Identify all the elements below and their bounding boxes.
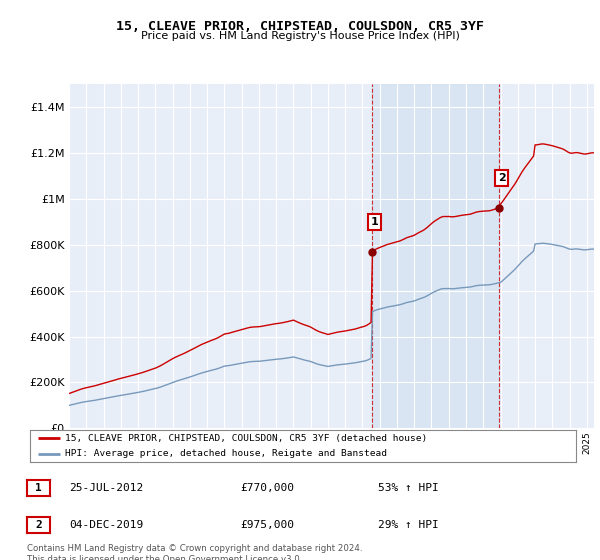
Text: 1: 1 bbox=[35, 483, 42, 493]
Text: 1: 1 bbox=[371, 217, 379, 227]
Bar bbox=[372, 84, 499, 428]
Text: £975,000: £975,000 bbox=[240, 520, 294, 530]
Text: Price paid vs. HM Land Registry's House Price Index (HPI): Price paid vs. HM Land Registry's House … bbox=[140, 31, 460, 41]
Text: 15, CLEAVE PRIOR, CHIPSTEAD, COULSDON, CR5 3YF (detached house): 15, CLEAVE PRIOR, CHIPSTEAD, COULSDON, C… bbox=[65, 434, 428, 443]
Text: 2: 2 bbox=[498, 173, 506, 183]
Text: 04-DEC-2019: 04-DEC-2019 bbox=[69, 520, 143, 530]
Text: 53% ↑ HPI: 53% ↑ HPI bbox=[378, 483, 439, 493]
Text: 25-JUL-2012: 25-JUL-2012 bbox=[69, 483, 143, 493]
Text: 2: 2 bbox=[35, 520, 42, 530]
Text: Contains HM Land Registry data © Crown copyright and database right 2024.
This d: Contains HM Land Registry data © Crown c… bbox=[27, 544, 362, 560]
Text: HPI: Average price, detached house, Reigate and Banstead: HPI: Average price, detached house, Reig… bbox=[65, 449, 388, 459]
Text: 29% ↑ HPI: 29% ↑ HPI bbox=[378, 520, 439, 530]
Text: £770,000: £770,000 bbox=[240, 483, 294, 493]
Text: 15, CLEAVE PRIOR, CHIPSTEAD, COULSDON, CR5 3YF: 15, CLEAVE PRIOR, CHIPSTEAD, COULSDON, C… bbox=[116, 20, 484, 32]
